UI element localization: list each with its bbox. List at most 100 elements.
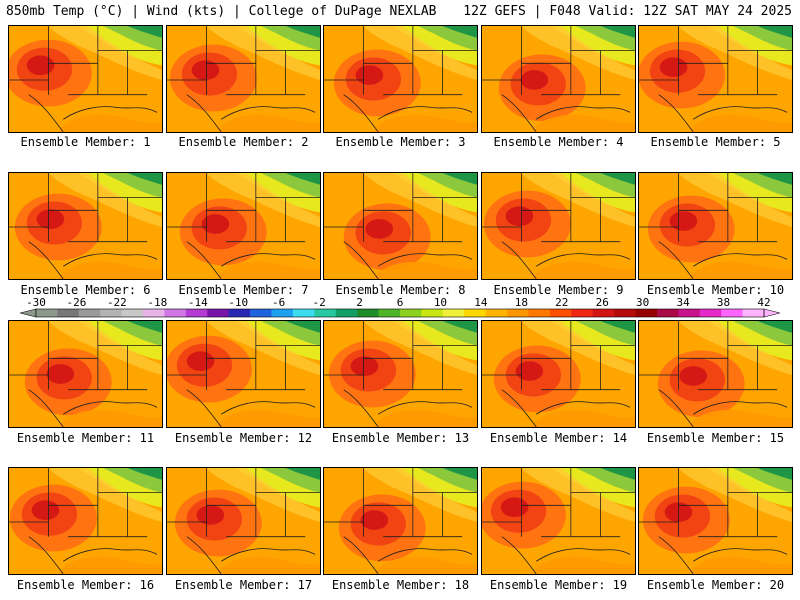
ensemble-member-map xyxy=(8,25,163,133)
colorbar-swatch xyxy=(100,309,122,317)
colorbar-tick-label: 34 xyxy=(676,296,690,309)
colorbar-swatch xyxy=(742,309,765,317)
colorbar-swatch xyxy=(378,309,401,317)
colorbar-tick-label: 14 xyxy=(474,296,488,309)
colorbar-swatch xyxy=(121,309,144,317)
colorbar-frame xyxy=(35,308,765,318)
member-caption: Ensemble Member: 16 xyxy=(16,578,155,592)
colorbar-tick-label: -6 xyxy=(272,296,285,309)
ensemble-member-map xyxy=(638,467,793,575)
colorbar-tick-label: -26 xyxy=(67,296,87,309)
colorbar-graphic: -30 -26 -22 -18 -14 -10 -6 -2 2 6 10 14 18 22 26 30 34 38… xyxy=(19,296,781,318)
member-caption: Ensemble Member: 15 xyxy=(646,431,785,445)
colorbar-swatch xyxy=(357,309,379,317)
colorbar-tick-label: -30 xyxy=(26,296,46,309)
colorbar-swatch xyxy=(678,309,701,317)
colorbar-swatch xyxy=(78,309,101,317)
colorbar-swatch xyxy=(485,309,508,317)
colorbar-swatch xyxy=(656,309,679,317)
colorbar-tick-label: 30 xyxy=(636,296,649,309)
colorbar-swatch xyxy=(292,309,315,317)
colorbar-swatch xyxy=(699,309,722,317)
colorbar-swatch xyxy=(507,309,529,317)
ensemble-member-map xyxy=(481,172,636,280)
ensemble-member-map xyxy=(323,467,478,575)
colorbar-tick-label: 10 xyxy=(434,296,447,309)
colorbar-low-arrow xyxy=(19,308,37,318)
colorbar-swatch xyxy=(57,309,80,317)
colorbar-tick-label: 42 xyxy=(757,296,770,309)
ensemble-member-map xyxy=(166,467,321,575)
member-caption: Ensemble Member: 1 xyxy=(20,135,151,149)
ensemble-member-map xyxy=(323,320,478,428)
colorbar-tick-label: 22 xyxy=(555,296,568,309)
member-caption: Ensemble Member: 20 xyxy=(646,578,785,592)
colorbar-tick-label: -10 xyxy=(228,296,248,309)
ensemble-member-map xyxy=(8,467,163,575)
ensemble-member-map xyxy=(481,25,636,133)
member-caption: Ensemble Member: 14 xyxy=(489,431,628,445)
colorbar-swatch xyxy=(400,309,422,317)
colorbar-swatch xyxy=(635,309,658,317)
colorbar-swatch xyxy=(614,309,636,317)
member-caption: Ensemble Member: 19 xyxy=(489,578,628,592)
valid-time: 12Z GEFS | F048 Valid: 12Z SAT MAY 24 20… xyxy=(463,4,792,19)
member-caption: Ensemble Member: 4 xyxy=(493,135,624,149)
colorbar-swatch xyxy=(464,309,486,317)
ensemble-member-map xyxy=(323,172,478,280)
colorbar-tick-label: -14 xyxy=(188,296,208,309)
map-title: 850mb Temp (°C) | Wind (kts) | College o… xyxy=(6,4,437,19)
colorbar-swatch xyxy=(164,309,187,317)
colorbar-swatch xyxy=(442,309,465,317)
colorbar-swatch xyxy=(250,309,272,317)
colorbar-swatch xyxy=(528,309,551,317)
colorbar-tick-label: 38 xyxy=(717,296,730,309)
member-caption: Ensemble Member: 5 xyxy=(650,135,781,149)
colorbar-swatch xyxy=(549,309,572,317)
temperature-colorbar: -30 -26 -22 -18 -14 -10 -6 -2 2 6 10 14 18 22 26 30 34 38… xyxy=(14,296,786,320)
member-caption: Ensemble Member: 3 xyxy=(335,135,466,149)
ensemble-member-map xyxy=(638,320,793,428)
colorbar-swatch xyxy=(185,309,208,317)
member-caption: Ensemble Member: 7 xyxy=(178,283,309,297)
colorbar-tick-label: 18 xyxy=(515,296,528,309)
ensemble-member-map xyxy=(481,467,636,575)
ensemble-member-map xyxy=(166,25,321,133)
ensemble-member-map xyxy=(481,320,636,428)
ensemble-member-map xyxy=(166,320,321,428)
member-caption: Ensemble Member: 11 xyxy=(16,431,155,445)
member-caption: Ensemble Member: 17 xyxy=(174,578,313,592)
colorbar-swatch xyxy=(143,309,165,317)
ensemble-member-map xyxy=(638,25,793,133)
ensemble-member-map xyxy=(323,25,478,133)
member-caption: Ensemble Member: 12 xyxy=(174,431,313,445)
colorbar-swatch xyxy=(271,309,294,317)
colorbar-tick-label: -2 xyxy=(312,296,325,309)
member-caption: Ensemble Member: 18 xyxy=(331,578,470,592)
member-caption: Ensemble Member: 10 xyxy=(646,283,785,297)
ensemble-member-map xyxy=(638,172,793,280)
colorbar-tick-label: 2 xyxy=(356,296,363,309)
ensemble-member-map xyxy=(8,172,163,280)
colorbar-swatch xyxy=(314,309,337,317)
colorbar-swatch xyxy=(571,309,594,317)
member-caption: Ensemble Member: 6 xyxy=(20,283,151,297)
member-caption: Ensemble Member: 13 xyxy=(331,431,470,445)
ensemble-member-map xyxy=(166,172,321,280)
colorbar-swatch xyxy=(421,309,444,317)
member-caption: Ensemble Member: 9 xyxy=(493,283,624,297)
colorbar-swatch xyxy=(721,309,743,317)
ensemble-member-map xyxy=(8,320,163,428)
colorbar-tick-label: 26 xyxy=(596,296,609,309)
colorbar-tick-label: 6 xyxy=(397,296,404,309)
colorbar-high-arrow xyxy=(763,308,781,318)
colorbar-tick-label: -22 xyxy=(107,296,127,309)
colorbar-tick-label: -18 xyxy=(147,296,167,309)
colorbar-swatch xyxy=(36,309,58,317)
colorbar-swatch xyxy=(592,309,615,317)
colorbar-swatch xyxy=(335,309,358,317)
colorbar-swatch xyxy=(207,309,230,317)
colorbar-swatch xyxy=(228,309,251,317)
member-caption: Ensemble Member: 2 xyxy=(178,135,309,149)
member-caption: Ensemble Member: 8 xyxy=(335,283,466,297)
